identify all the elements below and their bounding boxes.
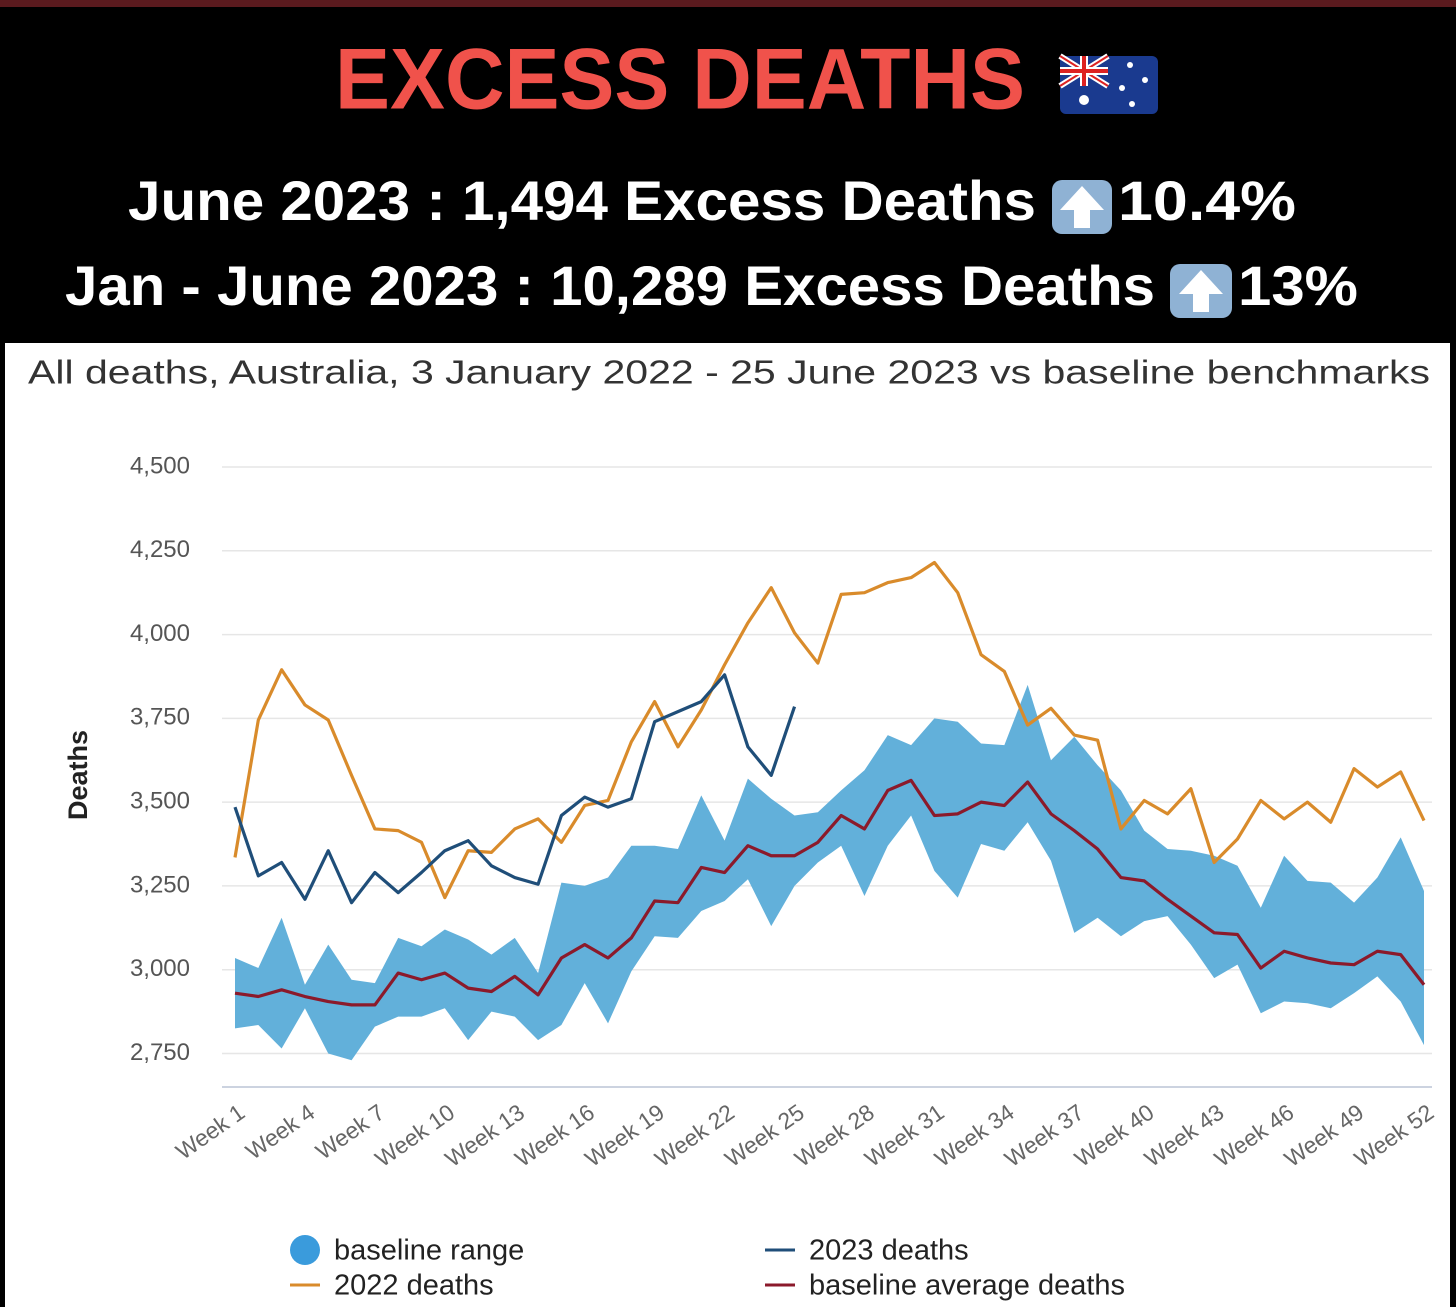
y-tick-label: 4,000 <box>130 620 190 647</box>
legend-label: 2023 deaths <box>809 1235 969 1267</box>
legend-label: 2022 deaths <box>334 1270 494 1302</box>
y-tick-label: 2,750 <box>130 1039 190 1066</box>
chart-panel <box>5 343 1450 1307</box>
band-area <box>235 684 1424 1061</box>
line-series <box>234 778 1426 1007</box>
y-axis-label: Deaths <box>63 730 93 820</box>
y-tick-label: 4,500 <box>130 452 190 479</box>
y-tick-label: 4,250 <box>130 536 190 563</box>
legend-label: baseline average deaths <box>809 1270 1125 1302</box>
y-tick-label: 3,500 <box>130 787 190 814</box>
header-change: 10.4% <box>1118 169 1296 232</box>
line-series <box>233 673 797 905</box>
legend-swatch <box>290 1235 320 1265</box>
header-line: Jan - June 2023 : 10,289 Excess Deaths <box>65 254 1155 317</box>
flag-icon <box>1058 53 1158 114</box>
legend-label: baseline range <box>334 1235 524 1267</box>
chart-title: All deaths, Australia, 3 January 2022 - … <box>28 354 1430 391</box>
up-arrow-icon <box>1170 264 1232 318</box>
top-bar <box>0 0 1456 7</box>
line-series <box>233 560 1426 900</box>
header-change: 13% <box>1238 254 1358 317</box>
header-line: June 2023 : 1,494 Excess Deaths <box>128 169 1036 232</box>
y-tick-label: 3,250 <box>130 871 190 898</box>
header-title: EXCESS DEATHS <box>335 32 1025 128</box>
y-tick-label: 3,000 <box>130 955 190 982</box>
y-tick-label: 3,750 <box>130 704 190 731</box>
up-arrow-icon <box>1052 180 1112 234</box>
